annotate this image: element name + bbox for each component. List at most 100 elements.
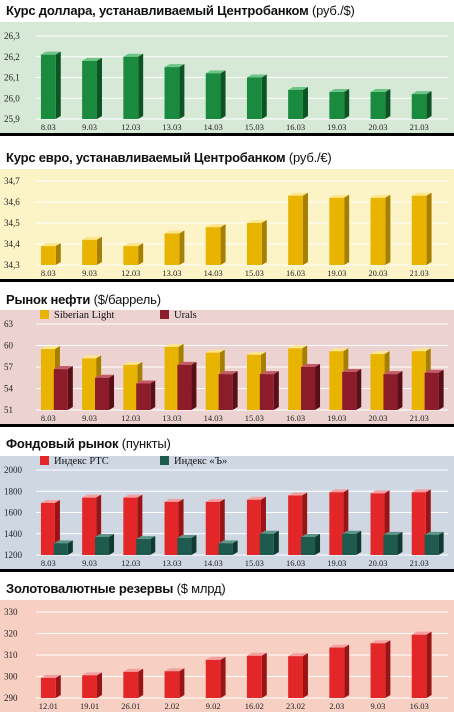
- series2-bar: [177, 535, 197, 555]
- bar-side: [344, 89, 350, 119]
- bar-top: [53, 540, 73, 544]
- bar-front: [411, 195, 427, 265]
- bar-front: [205, 501, 220, 555]
- bar-front: [411, 351, 426, 410]
- bar-top: [342, 530, 362, 534]
- y-tick-label: 1400: [4, 529, 23, 539]
- bar-top: [205, 349, 225, 353]
- x-tick-label: 23.02: [286, 701, 305, 711]
- bar-top: [82, 57, 102, 61]
- bar-side: [55, 243, 61, 265]
- bar-side: [302, 192, 308, 265]
- usd-chart: 26,3 26,2 26,1 26,0 25,9 8.03 9.03 12.03 13.03 14…: [4, 31, 448, 132]
- bar-front: [411, 492, 426, 555]
- legend-swatch: [160, 456, 169, 465]
- series2-bar: [259, 371, 279, 410]
- bar-top: [383, 531, 403, 535]
- series2-bar: [53, 366, 73, 410]
- x-tick-label: 8.03: [41, 268, 56, 278]
- bar-side: [220, 70, 226, 119]
- bar-top: [329, 194, 350, 198]
- y-tick-label: 34,5: [4, 218, 20, 228]
- y-tick-label: 26,2: [4, 52, 20, 62]
- bar-front: [218, 374, 233, 410]
- x-tick-label: 9.03: [82, 413, 97, 423]
- x-tick-label: 14.03: [204, 122, 223, 132]
- series2-bar: [136, 380, 156, 410]
- bar-top: [40, 499, 60, 503]
- stock-title: Фондовый рынок: [6, 436, 119, 451]
- bar-front: [40, 246, 56, 265]
- x-tick-label: 19.03: [327, 268, 346, 278]
- x-tick-label: 9.03: [82, 122, 97, 132]
- bar-side: [273, 530, 279, 555]
- bar-front: [246, 223, 262, 265]
- bar-side: [356, 369, 362, 410]
- x-tick-label: 26.01: [121, 701, 140, 711]
- y-tick-label: 1800: [4, 486, 23, 496]
- bar-side: [179, 230, 185, 265]
- bar: [40, 51, 61, 119]
- bar-top: [82, 494, 102, 498]
- oil-chart: 63 60 57 54 51 8.03 9.03 12.03 13.03 14.03 15.03 16…: [4, 310, 448, 423]
- bar: [40, 674, 61, 698]
- bar-top: [329, 89, 350, 93]
- bar-side: [344, 194, 350, 265]
- bar-top: [329, 348, 349, 352]
- bar-front: [383, 534, 398, 555]
- bar-side: [96, 236, 102, 265]
- x-tick-label: 2.03: [329, 701, 344, 711]
- bar-top: [205, 70, 226, 74]
- bar-top: [218, 371, 238, 375]
- bar-side: [438, 531, 444, 555]
- bar-side: [138, 668, 144, 698]
- bar-front: [246, 499, 261, 555]
- bar-top: [288, 345, 308, 349]
- bar-side: [55, 51, 61, 119]
- bar-front: [424, 534, 439, 555]
- bar-front: [259, 533, 274, 555]
- y-tick-label: 300: [4, 672, 18, 682]
- x-tick-label: 8.03: [41, 558, 56, 568]
- bar-top: [370, 89, 391, 93]
- bar: [288, 86, 308, 119]
- x-tick-label: 13.03: [162, 558, 181, 568]
- bar: [370, 89, 391, 119]
- bar-side: [426, 631, 432, 698]
- reserves-panel-title: Золотовалютные резервы ($ млрд): [6, 581, 454, 596]
- x-tick-label: 9.02: [206, 701, 221, 711]
- x-tick-label: 14.03: [204, 268, 223, 278]
- x-tick-label: 19.03: [327, 413, 346, 423]
- bar-front: [411, 634, 427, 698]
- bar-top: [370, 351, 390, 355]
- bar-top: [123, 243, 144, 247]
- x-tick-label: 15.03: [245, 413, 264, 423]
- bar-top: [411, 192, 432, 196]
- bar-front: [370, 354, 385, 410]
- bar-side: [261, 74, 267, 119]
- y-tick-label: 63: [4, 319, 14, 329]
- bar-front: [342, 533, 357, 555]
- usd-unit: (руб./$): [311, 3, 355, 18]
- bar-side: [385, 640, 391, 698]
- bar-front: [329, 647, 345, 698]
- bar-front: [82, 497, 97, 555]
- bar-side: [315, 364, 321, 410]
- series2-bar: [383, 531, 403, 555]
- bar-side: [220, 224, 226, 265]
- bar-side: [397, 531, 403, 555]
- bar-side: [55, 674, 61, 698]
- bar-front: [329, 197, 345, 265]
- divider: [0, 279, 454, 282]
- bar: [205, 656, 226, 698]
- bar-side: [426, 91, 432, 119]
- bar-front: [40, 54, 56, 119]
- eur-unit: (руб./€): [288, 150, 332, 165]
- bar-front: [205, 73, 221, 119]
- bar-top: [411, 489, 431, 493]
- bar-front: [383, 374, 398, 410]
- bar-top: [370, 194, 391, 198]
- bar-side: [220, 656, 226, 698]
- legend-label: Индекс РТС: [54, 456, 109, 467]
- bar-top: [259, 371, 279, 375]
